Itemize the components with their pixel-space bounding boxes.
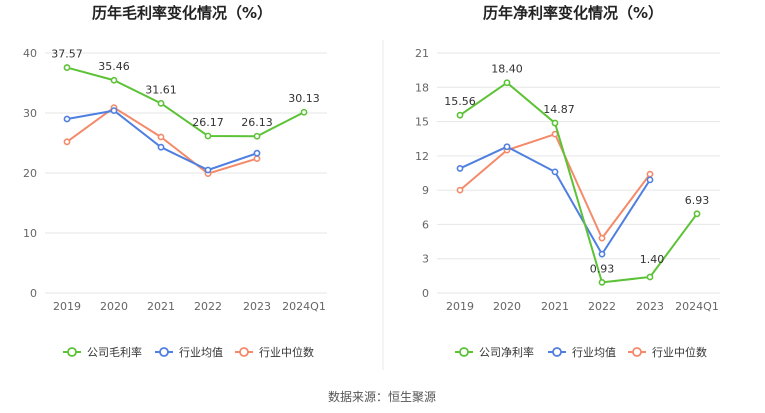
data-point-company: [63, 64, 71, 71]
x-tick-label: 2022: [588, 300, 616, 313]
legend-label: 公司净利率: [479, 345, 534, 359]
data-label: 14.87: [543, 103, 575, 116]
data-label: 1.40: [640, 253, 665, 266]
y-tick-label: 6: [422, 218, 429, 231]
x-tick-label: 2021: [541, 300, 569, 313]
legend-marker-company: [459, 347, 469, 357]
data-point-industry_median: [456, 186, 464, 194]
data-point-industry_avg: [253, 149, 261, 157]
source-note: 数据来源：恒生聚源: [328, 389, 436, 404]
x-tick-label: 2021: [147, 300, 175, 313]
y-tick-label: 3: [422, 253, 429, 266]
y-tick-label: 18: [415, 81, 429, 94]
data-point-industry_avg: [63, 115, 71, 123]
series-line-company: [459, 81, 698, 284]
x-tick-label: 2019: [53, 300, 81, 313]
x-tick-label: 2023: [243, 300, 271, 313]
chart-title: 历年净利率变化情况（%）: [483, 4, 663, 22]
y-tick-label: 0: [30, 287, 37, 300]
data-point-company: [598, 278, 606, 286]
legend-label: 行业均值: [572, 346, 616, 359]
legend-label: 行业中位数: [259, 345, 314, 359]
data-point-company: [503, 79, 511, 87]
data-label: 30.13: [288, 92, 320, 105]
y-tick-label: 30: [23, 107, 37, 120]
data-point-company: [551, 119, 559, 127]
data-point-company: [646, 273, 654, 281]
y-tick-label: 12: [415, 150, 429, 163]
y-tick-label: 0: [422, 287, 429, 300]
legend-marker-industry_median: [239, 347, 249, 357]
data-label: 26.17: [192, 116, 224, 129]
data-point-industry_avg: [646, 176, 654, 184]
y-tick-label: 40: [23, 47, 37, 60]
data-point-company: [204, 132, 212, 140]
x-tick-label: 2024Q1: [282, 300, 326, 313]
chart-title: 历年毛利率变化情况（%）: [92, 4, 272, 22]
y-tick-label: 21: [415, 47, 429, 60]
data-point-industry_median: [253, 155, 261, 162]
data-point-industry_median: [157, 133, 165, 141]
x-tick-label: 2023: [636, 300, 664, 313]
x-tick-label: 2024Q1: [675, 300, 719, 313]
data-point-industry_median: [646, 170, 654, 178]
legend-label: 公司毛利率: [87, 345, 142, 359]
data-point-industry_avg: [157, 143, 165, 151]
x-tick-label: 2020: [100, 300, 128, 313]
y-tick-label: 10: [23, 227, 37, 240]
legend-marker-industry_avg: [159, 347, 169, 357]
legend-marker-company: [67, 347, 77, 357]
data-label: 26.13: [241, 116, 273, 129]
x-tick-label: 2019: [446, 300, 474, 313]
series-line-industry_avg: [66, 109, 258, 171]
x-tick-label: 2020: [493, 300, 521, 313]
data-point-industry_median: [63, 138, 71, 146]
series-line-industry_avg: [459, 145, 651, 256]
data-point-industry_avg: [503, 143, 511, 151]
legend-marker-industry_avg: [552, 347, 562, 357]
legend-marker-industry_median: [632, 347, 642, 357]
data-point-company: [157, 99, 165, 107]
data-point-company: [456, 111, 464, 119]
series-line-company: [66, 66, 305, 138]
data-point-company: [110, 76, 118, 84]
data-label: 35.46: [98, 60, 130, 73]
data-point-company: [253, 132, 261, 140]
data-point-industry_avg: [456, 165, 464, 172]
data-point-industry_avg: [551, 168, 559, 176]
data-label: 6.93: [685, 194, 710, 207]
data-point-industry_avg: [204, 166, 212, 174]
data-label: 31.61: [145, 83, 177, 96]
legend-label: 行业中位数: [652, 345, 707, 359]
data-label: 15.56: [444, 95, 476, 108]
net-margin-chart: 历年净利率变化情况（%） 0 3 6 9 12 15 18 21 2019 2020 2021 2022…: [415, 4, 720, 359]
legend-label: 行业均值: [179, 346, 223, 359]
y-tick-label: 20: [23, 167, 37, 180]
gross-margin-chart: 历年毛利率变化情况（%） 0 10 20 30 40 2019 2020 2021 2022 202…: [23, 4, 327, 359]
data-point-company: [300, 108, 308, 116]
data-point-industry_avg: [598, 250, 606, 258]
y-tick-label: 9: [422, 184, 429, 197]
data-label: 37.57: [51, 48, 83, 61]
y-tick-label: 15: [415, 116, 429, 129]
data-point-industry_median: [598, 234, 606, 242]
data-point-industry_avg: [110, 107, 118, 114]
data-label: 0.93: [590, 262, 615, 275]
data-label: 18.40: [491, 63, 523, 76]
data-point-company: [693, 210, 701, 218]
x-tick-label: 2022: [194, 300, 222, 313]
